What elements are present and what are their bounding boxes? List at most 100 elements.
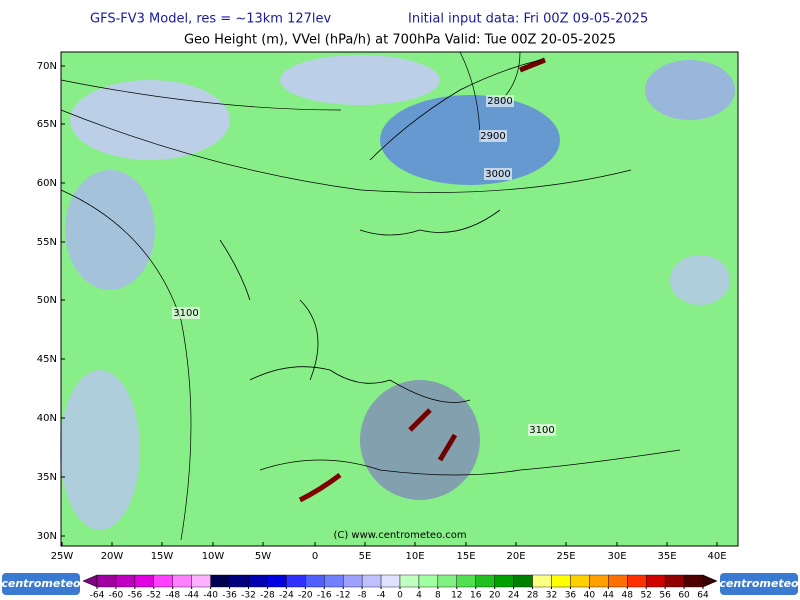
- logo: centrometeo: [719, 577, 799, 590]
- color-swatch: [172, 574, 192, 588]
- colorbar-label: 44: [603, 591, 615, 600]
- contour-label: 3100: [529, 425, 554, 436]
- colorbar-label: 48: [622, 591, 634, 600]
- colorbar-label: -20: [298, 591, 313, 600]
- lon-label: 15E: [456, 551, 475, 562]
- color-swatch: [286, 574, 306, 588]
- lat-label: 70N: [37, 61, 57, 72]
- color-swatch: [627, 574, 647, 588]
- logo-box: [2, 573, 80, 595]
- colorbar-label: -24: [279, 591, 294, 600]
- colorbar-label: -8: [358, 591, 367, 600]
- contour-label: 2900: [480, 131, 505, 142]
- colorbar-label: 16: [470, 591, 482, 600]
- lon-label: 25E: [556, 551, 575, 562]
- lat-label: 65N: [37, 119, 57, 130]
- color-swatch: [134, 574, 155, 588]
- colorbar-label: 36: [565, 591, 577, 600]
- colorbar-label: -40: [203, 591, 218, 600]
- colorbar-label: -28: [260, 591, 275, 600]
- color-swatch: [380, 574, 401, 588]
- lat-label: 40N: [37, 413, 57, 424]
- contour-label-bg: [172, 307, 200, 319]
- colorbar-label: 56: [659, 591, 671, 600]
- lon-label: 30E: [607, 551, 626, 562]
- field-patch: [380, 95, 560, 185]
- subtitle: Geo Height (m), VVel (hPa/h) at 700hPa V…: [184, 33, 616, 48]
- color-swatch: [418, 574, 439, 588]
- lat-label: 30N: [37, 531, 57, 542]
- lat-label: 45N: [37, 354, 57, 365]
- color-swatch: [267, 574, 287, 588]
- lon-label: 40E: [707, 551, 726, 562]
- color-swatch: [456, 574, 476, 588]
- contour-label-bg: [479, 130, 507, 142]
- color-swatch: [324, 574, 344, 588]
- contour-label: 2800: [487, 96, 512, 107]
- lon-label: 15W: [151, 551, 174, 562]
- map-frame: [60, 51, 739, 547]
- color-swatch: [153, 574, 173, 588]
- field-patch: [60, 370, 140, 530]
- color-swatch: [475, 574, 495, 588]
- model-title: GFS-FV3 Model, res = ~13km 127lev: [90, 12, 332, 27]
- colorbar-label: 40: [584, 591, 596, 600]
- color-swatch: [645, 574, 666, 588]
- color-swatch: [513, 574, 533, 588]
- colorbar-label: 60: [678, 591, 690, 600]
- colorbar-label: -56: [128, 591, 143, 600]
- color-swatch: [305, 574, 325, 588]
- colorbar-label: -4: [377, 591, 386, 600]
- colorbar-label: -60: [109, 591, 124, 600]
- colorbar-label: 12: [451, 591, 462, 600]
- lon-label: 25W: [51, 551, 74, 562]
- colorbar-label: 0: [397, 591, 403, 600]
- lat-label: 60N: [37, 178, 57, 189]
- color-swatch: [532, 574, 552, 588]
- color-swatch: [210, 574, 230, 588]
- colorbar-label: 4: [416, 591, 422, 600]
- contour-label-bg: [528, 424, 556, 436]
- colorbar-label: 64: [697, 591, 709, 600]
- field-streak: [298, 472, 342, 503]
- logo: centrometeo: [1, 577, 81, 590]
- contour-label-bg: [486, 95, 514, 107]
- color-swatch: [399, 574, 420, 588]
- field-patch: [65, 170, 155, 290]
- colorbar-label: -36: [222, 591, 237, 600]
- color-swatch: [551, 574, 571, 588]
- colorbar-label: 20: [489, 591, 501, 600]
- colorbar-label: -12: [336, 591, 351, 600]
- contour-label: 3000: [485, 169, 510, 180]
- colorbar-scale: -64 -60 -56 -52 -48 -44 -40 -36 -32 -28 -24 -20 -16-…: [82, 574, 718, 600]
- lon-label: 10W: [202, 551, 225, 562]
- field-patch: [645, 60, 735, 120]
- lat-label: 55N: [37, 237, 57, 248]
- colorbar-label: 8: [435, 591, 441, 600]
- colorbar-label: 52: [640, 591, 651, 600]
- color-swatch: [608, 574, 628, 588]
- lon-label: 10E: [405, 551, 424, 562]
- lon-label: 5E: [359, 551, 372, 562]
- lon-label: 5W: [255, 551, 271, 562]
- lon-label: 35E: [657, 551, 676, 562]
- color-swatch: [96, 574, 117, 588]
- color-swatch: [437, 574, 458, 588]
- colorbar: centrometeo centrometeo -64 -60 -56 -52 -48-…: [0, 568, 800, 600]
- color-swatch: [570, 574, 590, 588]
- coastline: [219, 59, 681, 476]
- color-swatch: [248, 574, 268, 588]
- field-patch: [670, 255, 730, 305]
- lon-label: 20W: [101, 551, 124, 562]
- color-swatch: [361, 574, 382, 588]
- colorbar-label: 24: [508, 591, 520, 600]
- axes: 70N 65N 60N 55N 50N 45N 40N 35N 30N 25W 20W 15W 10W 5…: [37, 61, 727, 562]
- color-swatch: [664, 574, 685, 588]
- colorbar-label: -64: [90, 591, 105, 600]
- contour-label: 3100: [173, 308, 198, 319]
- colorbar-label: 28: [527, 591, 539, 600]
- lon-label: 20E: [506, 551, 525, 562]
- color-swatch: [494, 574, 514, 588]
- field-patch: [360, 380, 480, 500]
